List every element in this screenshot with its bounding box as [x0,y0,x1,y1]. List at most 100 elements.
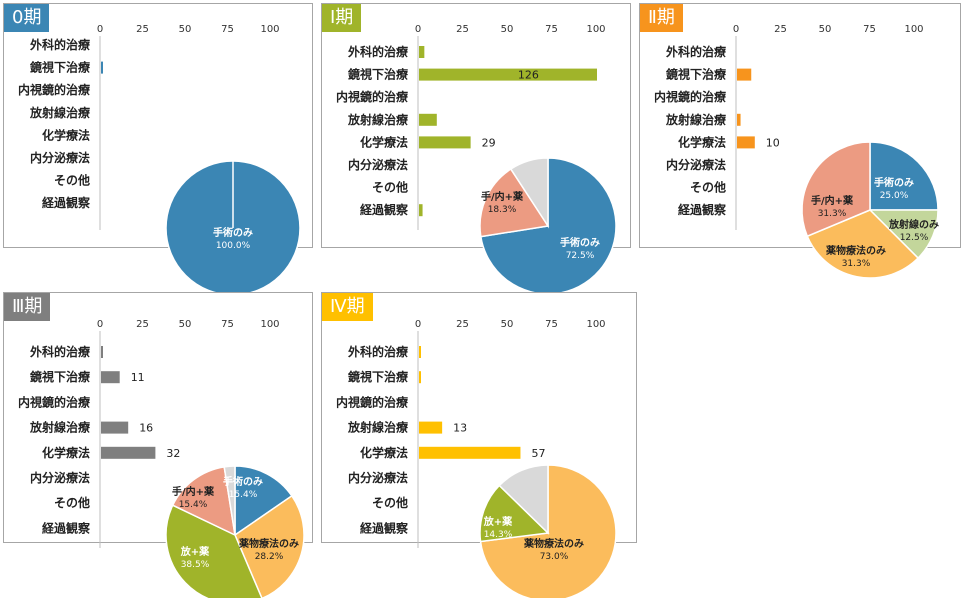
pie-slice-label: 手術のみ [223,475,263,488]
category-label: 鏡視下治療 [29,60,90,75]
category-label: 放射線治療 [665,112,726,127]
bar [419,204,423,217]
category-label: 内分泌療法 [30,470,90,485]
data-label: 29 [482,136,496,149]
data-label: 16 [139,422,153,435]
category-label: 経過観察 [360,202,409,217]
category-label: 放射線治療 [347,420,408,435]
tick-label: 25 [774,24,787,35]
panel-stage-4: Ⅳ期 0 25 50 75 100 外科的治療 鏡視下治療 内視鏡的治療 放射線治療 13 化学療法… [321,292,637,598]
data-label: 32 [166,447,180,460]
pie-slice-label: 放+薬 [483,515,513,528]
pie-chart: 手術のみ 25.0% 放射線のみ 12.5% 薬物療法のみ 31.3% 手/内+薬 31.3% [801,141,939,279]
category-label: 内分泌療法 [30,150,90,165]
category-label: その他 [54,495,90,510]
category-label: 外科的治療 [30,344,90,359]
tick-label: 75 [545,319,558,330]
tick-label: 0 [733,24,739,35]
bar [419,446,521,459]
category-label: 鏡視下治療 [665,67,726,82]
stage-tag: Ⅱ期 [640,4,683,32]
pie-slice-label: 手/内+薬 [811,194,854,207]
bar [737,68,752,81]
pie-slice-percent: 31.3% [842,259,871,269]
bar [101,61,103,74]
pie-slice-label: 放射線のみ [888,218,939,231]
tick-label: 25 [136,24,149,35]
bar [419,68,597,81]
tick-label: 50 [501,24,514,35]
pie-slice [498,464,549,535]
bar [737,136,755,149]
data-label: 10 [766,136,780,149]
category-label: 放射線治療 [347,112,408,127]
pie-slice-label: 薬物療法のみ [825,244,886,257]
bar [737,113,741,126]
category-label: その他 [372,180,408,195]
data-label: 126 [518,69,539,82]
stage-tag: Ⅰ期 [322,4,362,32]
pie-slice-percent: 25.0% [880,191,909,201]
bar [101,421,129,434]
tick-label: 0 [97,319,103,330]
pie-slice [801,141,871,238]
tick-label: 100 [260,319,279,330]
bar [419,421,443,434]
tick-label: 50 [501,319,514,330]
pie-slice-label: 手/内+薬 [481,190,524,203]
pie-chart: 薬物療法のみ 73.0% 放+薬 14.3% [479,464,617,598]
pie-chart: 手術のみ 100.0% [165,160,301,296]
tick-label: 100 [904,24,923,35]
data-label: 13 [453,422,467,435]
tick-label: 25 [456,24,469,35]
category-label: その他 [54,173,90,188]
category-label: 経過観察 [42,195,91,210]
tick-label: 50 [179,319,192,330]
pie-slice-percent: 38.5% [181,560,210,570]
category-label: 放射線治療 [29,105,90,120]
stage-tag: Ⅳ期 [322,293,373,321]
category-label: 鏡視下治療 [347,369,408,384]
category-label: その他 [372,495,408,510]
category-label: 放射線治療 [29,420,90,435]
bar [101,346,103,358]
pie-slice-percent: 100.0% [216,241,251,251]
bar [101,446,156,459]
pie-slice [509,157,549,229]
panel-stage-0: 0期 0 25 50 75 100 外科的治療 鏡視下治療 内視鏡的治療 放射線治療 化学療法 内分… [3,3,313,296]
bar [419,136,471,149]
pie-slice-percent: 73.0% [540,552,569,562]
category-label: 経過観察 [360,520,409,535]
tick-label: 25 [456,319,469,330]
tick-label: 75 [221,319,234,330]
pie-slice-percent: 31.3% [818,209,847,219]
pie-slice [806,209,920,279]
bar-pie-chart: 0 25 50 75 100 外科的治療鏡視下治療内視鏡的治療放射線治療化学療法内分泌療法… [18,24,301,296]
pie-slice [869,141,939,211]
pie-slice-percent: 18.3% [488,205,517,215]
tick-label: 0 [415,24,421,35]
pie-slice-percent: 15.4% [229,490,258,500]
category-label: 化学療法 [42,445,90,460]
tick-label: 50 [179,24,192,35]
stage-tag: Ⅲ期 [4,293,51,321]
category-label: 内分泌療法 [666,157,726,172]
category-label: 経過観察 [42,520,91,535]
category-label: その他 [690,180,726,195]
bar [419,346,421,358]
stage-tag: 0期 [4,4,50,32]
category-label: 内視鏡的治療 [18,394,90,409]
panel-stage-2: Ⅱ期 0 25 50 75 100 外科的治療 鏡視下治療 内視鏡的治療 放射線治療 化学療法 10… [639,3,961,279]
pie-chart: 手術のみ 15.4% 薬物療法のみ 28.2% 放+薬 38.5% 手/内+薬 15.4% [165,465,305,598]
tick-label: 75 [221,24,234,35]
pie-slice [165,504,263,598]
pie-slice-percent: 72.5% [566,251,595,261]
category-label: 外科的治療 [348,44,408,59]
pie-slice [171,465,236,537]
pie-slice [234,494,305,598]
category-label: 内視鏡的治療 [18,82,90,97]
category-label: 内視鏡的治療 [336,394,408,409]
